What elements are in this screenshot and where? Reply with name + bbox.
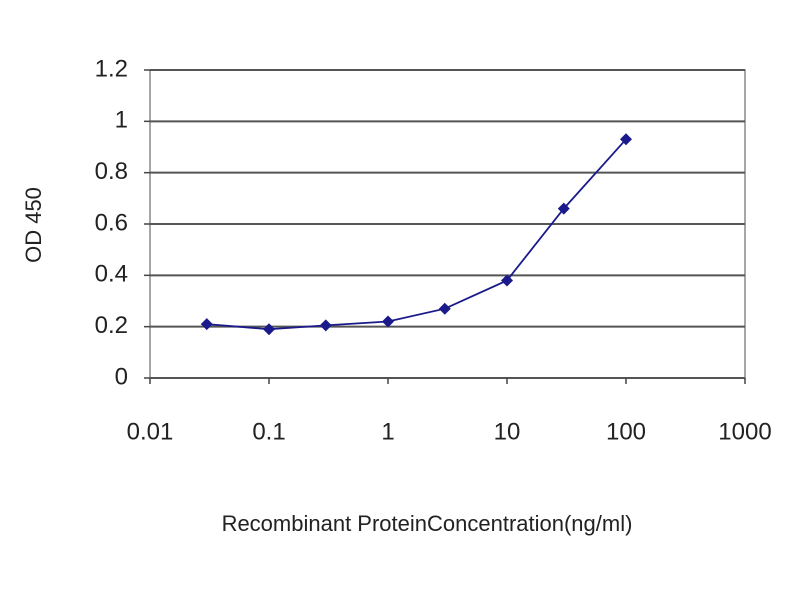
- x-tick-label: 1: [381, 418, 394, 445]
- data-point: [501, 274, 513, 287]
- x-tick-label: 0.1: [252, 418, 285, 445]
- x-tick-label: 10: [494, 418, 521, 445]
- y-tick-label: 0: [115, 363, 128, 390]
- x-tick-label: 1000: [718, 418, 771, 445]
- x-tick-label: 100: [606, 418, 646, 445]
- data-point: [557, 202, 570, 215]
- y-tick-label: 1: [115, 107, 128, 134]
- data-point: [620, 133, 632, 146]
- y-tick-label: 0.4: [95, 261, 128, 288]
- y-tick-label: 0.2: [95, 312, 128, 339]
- x-tick-label: 0.01: [127, 418, 174, 445]
- data-point: [263, 323, 275, 336]
- data-point: [200, 318, 213, 331]
- y-tick-label: 0.6: [95, 209, 128, 236]
- data-line: [206, 138, 627, 331]
- x-axis-title: Recombinant ProteinConcentration(ng/ml): [222, 511, 633, 536]
- y-tick-label: 1.2: [95, 55, 128, 82]
- data-point: [319, 319, 332, 332]
- data-point: [438, 302, 451, 315]
- data-point: [382, 315, 394, 328]
- y-axis-title: OD 450: [21, 187, 46, 263]
- y-tick-label: 0.8: [95, 158, 128, 185]
